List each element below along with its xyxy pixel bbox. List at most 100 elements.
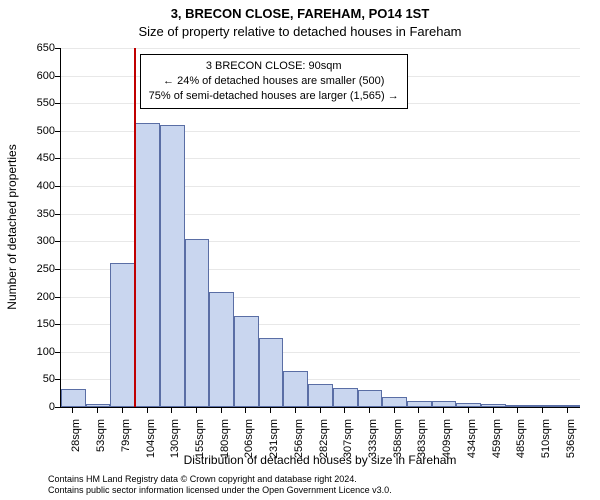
y-tick-mark xyxy=(55,407,60,408)
y-tick-mark xyxy=(55,131,60,132)
info-line2: ← 24% of detached houses are smaller (50… xyxy=(149,74,399,89)
footer: Contains HM Land Registry data © Crown c… xyxy=(48,474,588,497)
y-tick-label: 350 xyxy=(25,209,55,220)
y-tick-label: 150 xyxy=(25,319,55,330)
y-tick-label: 100 xyxy=(25,347,55,358)
x-tick-label: 28sqm xyxy=(71,419,81,479)
x-tick-label: 358sqm xyxy=(393,419,403,479)
y-tick-label: 500 xyxy=(25,126,55,137)
x-tick-mark xyxy=(493,408,494,413)
y-tick-label: 300 xyxy=(25,236,55,247)
bar xyxy=(481,404,506,407)
x-tick-mark xyxy=(369,408,370,413)
x-tick-mark xyxy=(542,408,543,413)
grid-line xyxy=(61,48,580,49)
bar xyxy=(234,316,259,407)
x-axis-label: Distribution of detached houses by size … xyxy=(60,453,580,467)
x-tick-mark xyxy=(418,408,419,413)
x-tick-mark xyxy=(72,408,73,413)
x-tick-label: 434sqm xyxy=(467,419,477,479)
y-tick-label: 0 xyxy=(25,402,55,413)
x-tick-mark xyxy=(147,408,148,413)
x-tick-mark xyxy=(270,408,271,413)
x-tick-label: 256sqm xyxy=(294,419,304,479)
x-tick-label: 307sqm xyxy=(343,419,353,479)
x-tick-label: 282sqm xyxy=(319,419,329,479)
bar xyxy=(283,371,308,407)
y-tick-mark xyxy=(55,297,60,298)
y-tick-mark xyxy=(55,48,60,49)
footer-line2: Contains public sector information licen… xyxy=(48,485,588,496)
x-tick-label: 383sqm xyxy=(417,419,427,479)
y-tick-mark xyxy=(55,324,60,325)
x-tick-mark xyxy=(97,408,98,413)
x-tick-label: 104sqm xyxy=(146,419,156,479)
x-tick-mark xyxy=(171,408,172,413)
chart-container: { "title_line1": "3, BRECON CLOSE, FAREH… xyxy=(0,0,600,500)
x-tick-mark xyxy=(517,408,518,413)
bar xyxy=(160,125,185,407)
footer-line1: Contains HM Land Registry data © Crown c… xyxy=(48,474,588,485)
x-tick-label: 459sqm xyxy=(492,419,502,479)
info-line1: 3 BRECON CLOSE: 90sqm xyxy=(149,59,399,74)
bar xyxy=(185,239,210,407)
x-tick-mark xyxy=(443,408,444,413)
bar xyxy=(456,403,481,407)
y-tick-label: 600 xyxy=(25,71,55,82)
y-tick-label: 650 xyxy=(25,43,55,54)
y-axis-label: Number of detached properties xyxy=(5,67,19,387)
y-tick-mark xyxy=(55,76,60,77)
bar xyxy=(382,397,407,407)
title-line2: Size of property relative to detached ho… xyxy=(0,24,600,39)
bar xyxy=(209,292,234,407)
y-tick-mark xyxy=(55,214,60,215)
x-tick-label: 536sqm xyxy=(566,419,576,479)
bar xyxy=(333,388,358,407)
y-tick-mark xyxy=(55,103,60,104)
x-tick-label: 180sqm xyxy=(220,419,230,479)
x-tick-mark xyxy=(320,408,321,413)
bar xyxy=(308,384,333,407)
y-tick-label: 200 xyxy=(25,292,55,303)
bar xyxy=(506,405,531,407)
bar xyxy=(259,338,284,407)
title-line1: 3, BRECON CLOSE, FAREHAM, PO14 1ST xyxy=(0,6,600,21)
bar xyxy=(407,401,432,407)
bar xyxy=(110,263,135,407)
bar xyxy=(358,390,383,407)
x-tick-mark xyxy=(245,408,246,413)
y-tick-mark xyxy=(55,379,60,380)
bar xyxy=(555,405,580,407)
y-tick-label: 50 xyxy=(25,374,55,385)
x-tick-label: 231sqm xyxy=(269,419,279,479)
reference-line xyxy=(134,48,136,407)
x-tick-label: 485sqm xyxy=(516,419,526,479)
x-tick-label: 130sqm xyxy=(170,419,180,479)
bar xyxy=(432,401,457,407)
x-tick-label: 53sqm xyxy=(96,419,106,479)
x-tick-mark xyxy=(344,408,345,413)
info-line3: 75% of semi-detached houses are larger (… xyxy=(149,89,399,104)
x-tick-mark xyxy=(221,408,222,413)
y-tick-label: 250 xyxy=(25,264,55,275)
x-tick-label: 409sqm xyxy=(442,419,452,479)
bar xyxy=(531,405,556,407)
info-box: 3 BRECON CLOSE: 90sqm ← 24% of detached … xyxy=(140,54,408,109)
bar xyxy=(135,123,160,407)
x-tick-mark xyxy=(295,408,296,413)
bar xyxy=(86,404,111,407)
y-tick-label: 450 xyxy=(25,153,55,164)
y-tick-label: 400 xyxy=(25,181,55,192)
y-tick-label: 550 xyxy=(25,98,55,109)
x-tick-mark xyxy=(196,408,197,413)
x-tick-mark xyxy=(468,408,469,413)
x-tick-label: 510sqm xyxy=(541,419,551,479)
x-tick-mark xyxy=(122,408,123,413)
plot-area: 3 BRECON CLOSE: 90sqm ← 24% of detached … xyxy=(60,48,580,408)
x-tick-label: 79sqm xyxy=(121,419,131,479)
y-tick-mark xyxy=(55,352,60,353)
y-tick-mark xyxy=(55,241,60,242)
bar xyxy=(61,389,86,407)
y-tick-mark xyxy=(55,269,60,270)
x-tick-label: 333sqm xyxy=(368,419,378,479)
